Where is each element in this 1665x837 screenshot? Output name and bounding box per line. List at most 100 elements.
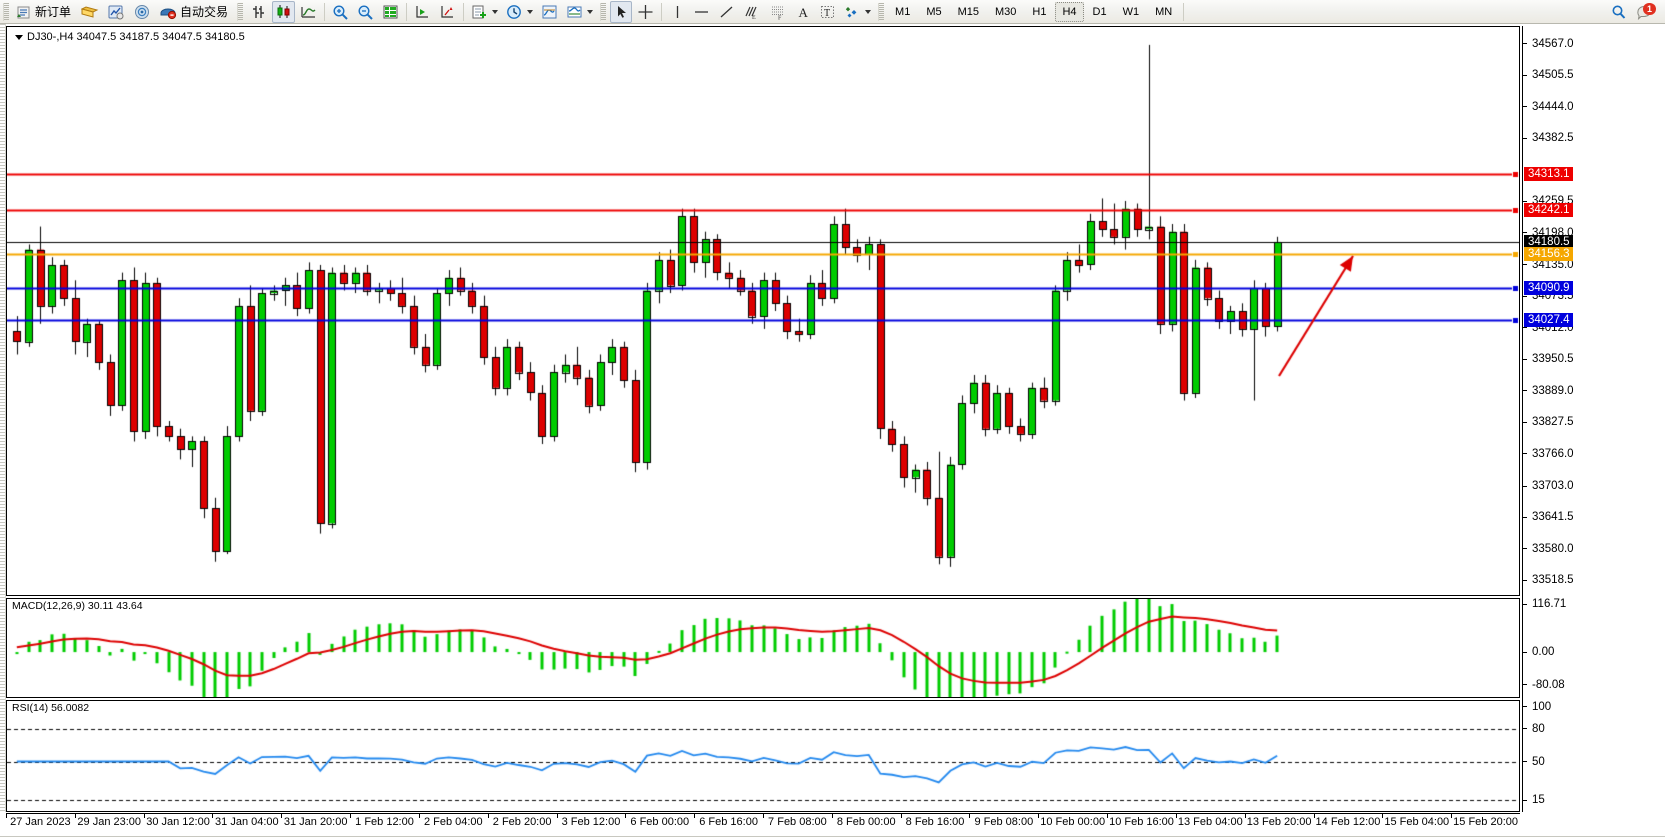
fibonacci-button[interactable]: F bbox=[766, 1, 790, 23]
tick-label: 0.00 bbox=[1532, 646, 1555, 659]
price-axis[interactable]: 34567.0 34505.5 34444.0 34382.5 34259.5 34198… bbox=[1522, 26, 1665, 812]
crosshair-button[interactable] bbox=[634, 1, 657, 23]
time-tick-mark bbox=[625, 814, 627, 818]
templates-button[interactable] bbox=[468, 1, 501, 23]
tick-mark bbox=[1523, 295, 1527, 297]
price-pane[interactable]: DJ30-,H4 34047.5 34187.5 34047.5 34180.5 bbox=[6, 26, 1520, 596]
period-button[interactable] bbox=[503, 1, 536, 23]
tick-mark bbox=[1523, 485, 1527, 487]
indicators-button[interactable] bbox=[538, 1, 561, 23]
chevron-down-icon[interactable] bbox=[865, 9, 872, 14]
text-label-button[interactable]: T bbox=[816, 1, 839, 23]
zoom-out-button[interactable] bbox=[354, 1, 377, 23]
macd-pane[interactable]: MACD(12,26,9) 30.11 43.64 bbox=[6, 598, 1520, 698]
time-axis[interactable]: 27 Jan 2023 29 Jan 23:00 30 Jan 12:00 31 Ja… bbox=[6, 813, 1520, 833]
timeframe-m5[interactable]: M5 bbox=[926, 5, 942, 18]
time-tick-mark bbox=[487, 814, 489, 818]
time-tick-label: 15 Feb 04:00 bbox=[1384, 816, 1450, 828]
price-tick: 34444.0 bbox=[1523, 100, 1665, 113]
cursor-icon bbox=[614, 4, 629, 20]
timeframe-m1[interactable]: M1 bbox=[895, 5, 911, 18]
chart-area[interactable]: DJ30-,H4 34047.5 34187.5 34047.5 34180.5… bbox=[0, 24, 1665, 837]
tick-label: 33518.5 bbox=[1532, 574, 1574, 587]
main-toolbar: 新订单 bbox=[0, 0, 1665, 24]
auto-scroll-icon bbox=[439, 4, 456, 20]
time-tick-mark bbox=[1313, 814, 1315, 818]
time-tick-mark bbox=[900, 814, 902, 818]
new-order-button[interactable]: 新订单 bbox=[13, 1, 76, 23]
toolbar-grip-3[interactable] bbox=[600, 2, 607, 21]
horizontal-line-icon bbox=[693, 4, 710, 20]
timeframe-m30[interactable]: M30 bbox=[995, 5, 1017, 18]
time-tick-mark bbox=[1451, 814, 1453, 818]
tick-mark bbox=[1523, 390, 1527, 392]
time-tick-label: 7 Feb 08:00 bbox=[768, 816, 827, 828]
text-button[interactable]: A bbox=[792, 1, 814, 23]
tick-mark bbox=[1523, 74, 1527, 76]
cursor-button[interactable] bbox=[610, 0, 633, 23]
zoom-in-button[interactable] bbox=[329, 1, 352, 23]
indicators-icon bbox=[541, 4, 558, 20]
tick-mark bbox=[1523, 651, 1527, 653]
chart-symbol-label[interactable]: DJ30-,H4 34047.5 34187.5 34047.5 34180.5 bbox=[15, 31, 245, 43]
horizontal-line-button[interactable] bbox=[690, 1, 713, 23]
trendline-button[interactable] bbox=[715, 1, 738, 23]
bar-chart-button[interactable] bbox=[247, 1, 270, 23]
timeframe-mn[interactable]: MN bbox=[1155, 5, 1173, 18]
chevron-down-icon[interactable] bbox=[492, 9, 499, 14]
svg-text:E: E bbox=[752, 15, 756, 20]
alerts-button[interactable]: 1 bbox=[1633, 1, 1659, 23]
chart-left-grip[interactable] bbox=[0, 24, 6, 812]
zoom-out-icon bbox=[357, 4, 374, 20]
rsi-canvas[interactable] bbox=[7, 701, 1519, 811]
toolbar-grip-1[interactable] bbox=[3, 2, 9, 21]
macd-canvas[interactable] bbox=[7, 599, 1519, 697]
tick-mark bbox=[1523, 603, 1527, 605]
resistance-2-tag[interactable]: 34242.1 bbox=[1524, 203, 1573, 218]
text-label-icon: T bbox=[819, 4, 836, 20]
tick-label: 34567.0 bbox=[1532, 37, 1574, 50]
time-tick-label: 1 Feb 12:00 bbox=[355, 816, 414, 828]
line-chart-button[interactable] bbox=[297, 1, 320, 23]
time-tick-mark bbox=[6, 814, 7, 818]
data-window-button[interactable] bbox=[379, 1, 402, 23]
chevron-down-icon[interactable] bbox=[527, 9, 534, 14]
elliott-wave-button[interactable]: E bbox=[740, 1, 764, 23]
folder-button[interactable] bbox=[78, 1, 102, 23]
time-tick-label: 10 Feb 00:00 bbox=[1040, 816, 1106, 828]
candlestick-chart-icon bbox=[275, 4, 292, 20]
chevron-down-icon[interactable] bbox=[587, 9, 594, 14]
tick-label: 33766.0 bbox=[1532, 447, 1574, 460]
support-1-tag[interactable]: 34090.9 bbox=[1524, 280, 1573, 295]
shapes-button[interactable] bbox=[841, 1, 874, 23]
price-canvas[interactable] bbox=[7, 27, 1519, 595]
tick-mark bbox=[1523, 761, 1527, 762]
autotrading-button[interactable]: 自动交易 bbox=[156, 1, 233, 23]
signals-button[interactable] bbox=[130, 1, 154, 23]
rsi-pane[interactable]: RSI(14) 56.0082 bbox=[6, 700, 1520, 812]
search-button[interactable] bbox=[1607, 1, 1631, 23]
support-2-tag[interactable]: 34027.4 bbox=[1524, 313, 1573, 327]
toolbar-grip-2[interactable] bbox=[237, 2, 244, 21]
chart-shift-button[interactable] bbox=[411, 1, 434, 23]
auto-scroll-button[interactable] bbox=[436, 1, 459, 23]
timeframe-h4[interactable]: H4 bbox=[1055, 1, 1084, 22]
timeframe-w1[interactable]: W1 bbox=[1122, 5, 1140, 18]
indicator-list-button[interactable] bbox=[563, 1, 596, 23]
price-tick: 33889.0 bbox=[1523, 384, 1665, 397]
toolbar-grip-4[interactable] bbox=[878, 2, 885, 21]
resistance-1-tag[interactable]: 34313.1 bbox=[1524, 166, 1573, 181]
timeframe-h1[interactable]: H1 bbox=[1032, 5, 1047, 18]
last-price-tag[interactable]: 34180.5 bbox=[1524, 234, 1573, 249]
vertical-line-button[interactable] bbox=[666, 1, 688, 23]
tick-mark bbox=[1523, 548, 1527, 550]
time-tick-label: 31 Jan 04:00 bbox=[215, 816, 279, 828]
chevron-down-icon[interactable] bbox=[15, 34, 23, 40]
timeframe-m15[interactable]: M15 bbox=[957, 5, 979, 18]
time-tick-label: 3 Feb 12:00 bbox=[561, 816, 621, 828]
candlestick-chart-button[interactable] bbox=[272, 0, 296, 23]
tick-mark bbox=[1523, 421, 1527, 423]
pivot-tag[interactable]: 34156.3 bbox=[1524, 247, 1573, 262]
timeframe-d1[interactable]: D1 bbox=[1092, 5, 1107, 18]
market-watch-button[interactable] bbox=[104, 1, 128, 23]
